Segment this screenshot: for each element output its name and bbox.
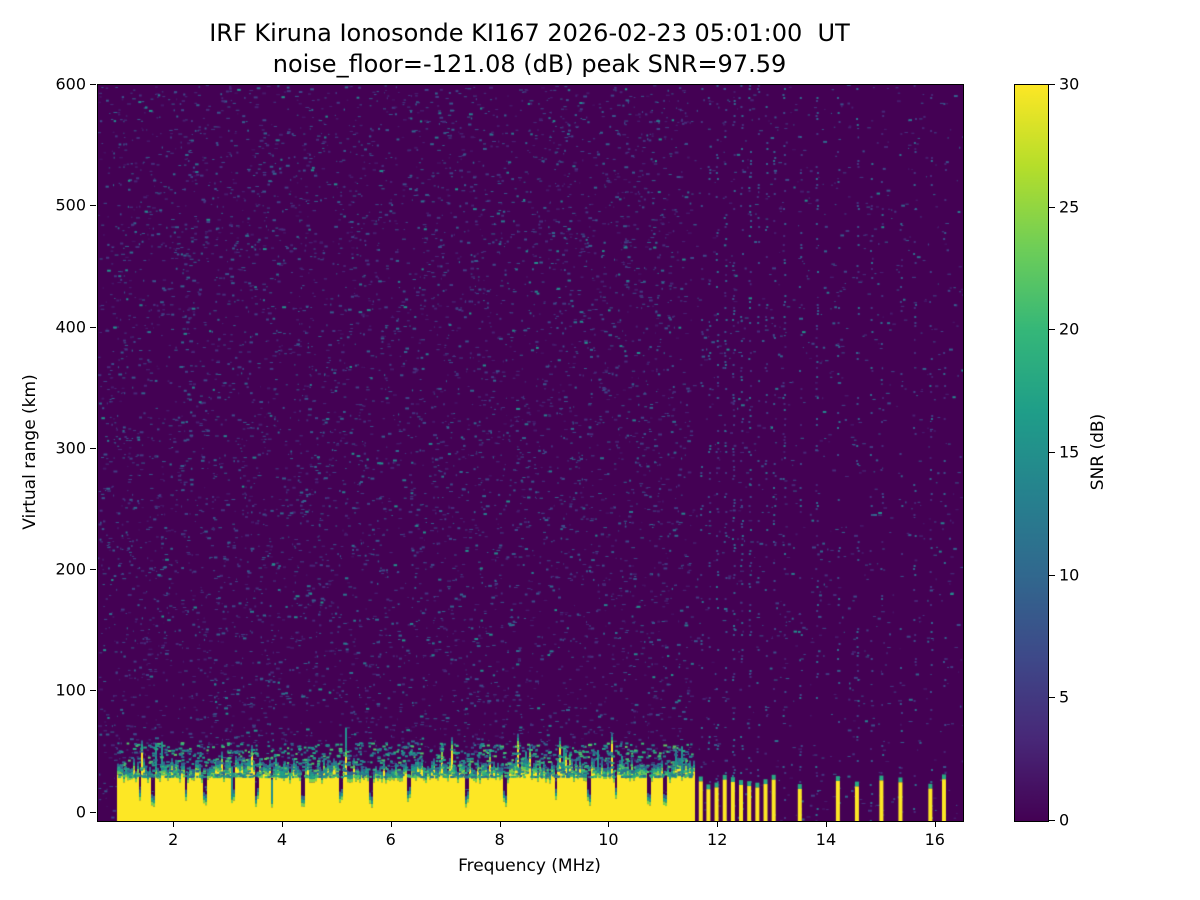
colorbar-tick-label: 0 — [1059, 810, 1070, 830]
x-tick-label: 14 — [815, 830, 837, 849]
y-tick-mark — [90, 690, 96, 692]
y-tick-label: 200 — [55, 559, 86, 579]
colorbar-tick-label: 30 — [1059, 74, 1080, 94]
colorbar-tick-label: 25 — [1059, 197, 1080, 217]
plot-area — [97, 84, 964, 822]
colorbar-tick-mark — [1049, 574, 1055, 576]
colorbar-label: SNR (dB) — [1088, 413, 1108, 491]
y-tick-label: 300 — [55, 438, 86, 458]
x-tick-mark — [173, 821, 175, 827]
y-tick-label: 500 — [55, 195, 86, 215]
colorbar-axis: 0 5 10 15 20 25 30 — [1049, 75, 1109, 830]
y-tick-mark — [90, 569, 96, 570]
x-tick-mark — [390, 821, 392, 827]
y-tick-mark — [90, 326, 96, 328]
x-tick-label: 4 — [276, 830, 288, 849]
x-tick-mark — [608, 821, 610, 827]
colorbar — [1014, 84, 1049, 822]
colorbar-tick-label: 20 — [1059, 319, 1080, 339]
x-tick-label: 12 — [707, 830, 728, 849]
colorbar-tick-mark — [1049, 206, 1055, 208]
chart-title-line2: noise_floor=-121.08 (dB) peak SNR=97.59 — [272, 50, 787, 78]
x-axis: 2 4 6 8 10 12 14 16 — [97, 821, 964, 863]
x-tick-mark — [717, 821, 719, 827]
colorbar-tick-mark — [1049, 697, 1055, 699]
x-tick-mark — [934, 821, 936, 827]
x-tick-mark — [499, 821, 501, 827]
chart-title: IRF Kiruna Ionosonde KI167 2026-02-23 05… — [97, 18, 962, 80]
colorbar-tick-mark — [1049, 329, 1055, 331]
y-tick-label: 600 — [55, 74, 86, 94]
colorbar-gradient-canvas — [1015, 85, 1048, 821]
y-axis-label: Virtual range (km) — [20, 374, 40, 530]
colorbar-tick-mark — [1049, 452, 1055, 453]
ionogram-heatmap-canvas — [98, 85, 963, 821]
y-tick-label: 100 — [55, 680, 86, 700]
x-tick-label: 2 — [168, 830, 179, 849]
x-tick-mark — [281, 821, 283, 827]
y-tick-mark — [90, 84, 96, 85]
colorbar-tick-mark — [1049, 84, 1055, 85]
colorbar-tick-mark — [1049, 820, 1055, 821]
x-axis-label: Frequency (MHz) — [458, 856, 601, 876]
x-tick-label: 6 — [385, 830, 396, 849]
y-tick-label: 0 — [75, 802, 86, 821]
y-tick-label: 400 — [55, 317, 86, 336]
x-tick-label: 16 — [924, 830, 945, 849]
y-axis: 0 100 200 300 400 500 600 — [0, 75, 96, 822]
colorbar-tick-label: 5 — [1059, 687, 1070, 707]
x-tick-label: 10 — [598, 830, 619, 849]
y-tick-mark — [90, 205, 96, 207]
colorbar-tick-label: 10 — [1059, 565, 1080, 585]
x-tick-mark — [825, 821, 827, 827]
x-tick-label: 8 — [494, 830, 505, 849]
y-tick-mark — [90, 811, 96, 813]
chart-title-line1: IRF Kiruna Ionosonde KI167 2026-02-23 05… — [209, 19, 850, 47]
colorbar-tick-label: 15 — [1059, 442, 1080, 462]
y-tick-mark — [90, 447, 96, 449]
